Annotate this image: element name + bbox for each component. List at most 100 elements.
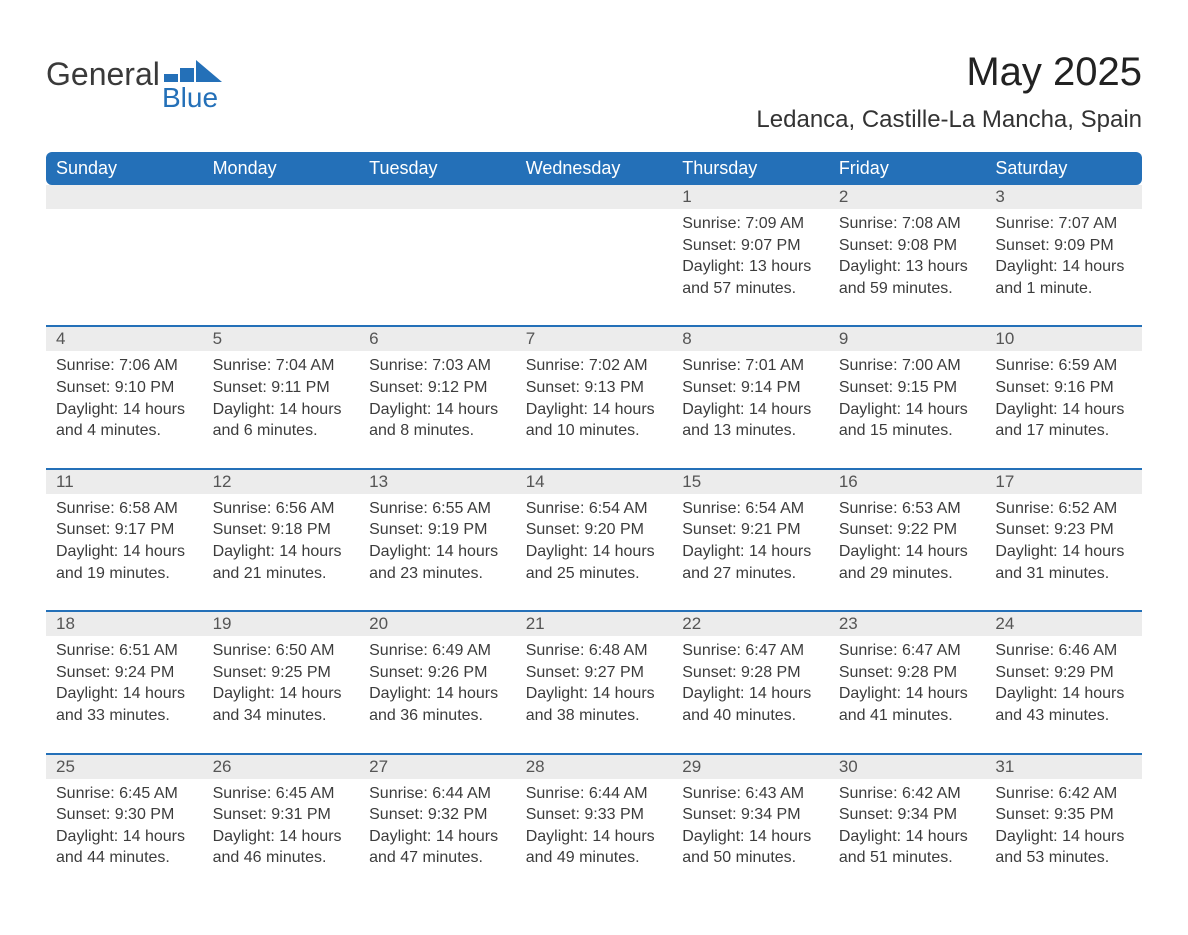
sunset-text: Sunset: 9:20 PM — [526, 519, 663, 541]
daylight-text: Daylight: 14 hours and 19 minutes. — [56, 541, 193, 584]
daylight-text: Daylight: 14 hours and 25 minutes. — [526, 541, 663, 584]
day-number: 28 — [516, 755, 673, 779]
daylight-text: Daylight: 14 hours and 33 minutes. — [56, 683, 193, 726]
day-detail-row: Sunrise: 6:51 AMSunset: 9:24 PMDaylight:… — [46, 636, 1142, 753]
sunset-text: Sunset: 9:28 PM — [682, 662, 819, 684]
day-detail-cell: Sunrise: 6:47 AMSunset: 9:28 PMDaylight:… — [829, 636, 986, 753]
empty-day — [359, 209, 516, 326]
day-number: 29 — [672, 755, 829, 779]
daylight-text: Daylight: 14 hours and 53 minutes. — [995, 826, 1132, 869]
day-number: 12 — [203, 470, 360, 494]
daylight-text: Daylight: 14 hours and 6 minutes. — [213, 399, 350, 442]
day-number: 3 — [985, 185, 1142, 209]
daylight-text: Daylight: 14 hours and 49 minutes. — [526, 826, 663, 869]
sunrise-text: Sunrise: 6:43 AM — [682, 783, 819, 805]
sunset-text: Sunset: 9:13 PM — [526, 377, 663, 399]
day-number: 15 — [672, 470, 829, 494]
sunset-text: Sunset: 9:35 PM — [995, 804, 1132, 826]
day-number: 2 — [829, 185, 986, 209]
header-row: General Blue May 2025 Ledanca, Castille-… — [46, 50, 1142, 148]
day-detail-cell: Sunrise: 7:09 AMSunset: 9:07 PMDaylight:… — [672, 209, 829, 326]
day-number: 30 — [829, 755, 986, 779]
sunset-text: Sunset: 9:15 PM — [839, 377, 976, 399]
sunset-text: Sunset: 9:22 PM — [839, 519, 976, 541]
day-detail-cell: Sunrise: 6:45 AMSunset: 9:30 PMDaylight:… — [46, 779, 203, 895]
daylight-text: Daylight: 14 hours and 31 minutes. — [995, 541, 1132, 584]
sunrise-text: Sunrise: 6:55 AM — [369, 498, 506, 520]
daylight-text: Daylight: 14 hours and 36 minutes. — [369, 683, 506, 726]
empty-day — [516, 185, 673, 209]
day-detail-cell: Sunrise: 6:54 AMSunset: 9:21 PMDaylight:… — [672, 494, 829, 611]
day-number: 26 — [203, 755, 360, 779]
sunrise-text: Sunrise: 6:47 AM — [682, 640, 819, 662]
day-detail-cell: Sunrise: 6:47 AMSunset: 9:28 PMDaylight:… — [672, 636, 829, 753]
logo: General Blue — [46, 50, 266, 90]
sunset-text: Sunset: 9:24 PM — [56, 662, 193, 684]
day-detail-cell: Sunrise: 7:01 AMSunset: 9:14 PMDaylight:… — [672, 351, 829, 468]
sunset-text: Sunset: 9:16 PM — [995, 377, 1132, 399]
calendar-page: General Blue May 2025 Ledanca, Castille-… — [0, 0, 1188, 935]
weekday-header: Monday — [203, 152, 360, 185]
day-detail-cell: Sunrise: 6:42 AMSunset: 9:34 PMDaylight:… — [829, 779, 986, 895]
weekday-header: Sunday — [46, 152, 203, 185]
day-detail-cell: Sunrise: 6:54 AMSunset: 9:20 PMDaylight:… — [516, 494, 673, 611]
daylight-text: Daylight: 14 hours and 50 minutes. — [682, 826, 819, 869]
daylight-text: Daylight: 14 hours and 8 minutes. — [369, 399, 506, 442]
sunrise-text: Sunrise: 6:59 AM — [995, 355, 1132, 377]
calendar-table: Sunday Monday Tuesday Wednesday Thursday… — [46, 152, 1142, 895]
day-number: 31 — [985, 755, 1142, 779]
sunset-text: Sunset: 9:17 PM — [56, 519, 193, 541]
day-detail-cell: Sunrise: 6:59 AMSunset: 9:16 PMDaylight:… — [985, 351, 1142, 468]
sunrise-text: Sunrise: 7:07 AM — [995, 213, 1132, 235]
sunset-text: Sunset: 9:27 PM — [526, 662, 663, 684]
daylight-text: Daylight: 14 hours and 43 minutes. — [995, 683, 1132, 726]
day-detail-cell: Sunrise: 7:02 AMSunset: 9:13 PMDaylight:… — [516, 351, 673, 468]
empty-day — [359, 185, 516, 209]
sunset-text: Sunset: 9:21 PM — [682, 519, 819, 541]
sunrise-text: Sunrise: 6:53 AM — [839, 498, 976, 520]
sunrise-text: Sunrise: 6:50 AM — [213, 640, 350, 662]
day-number: 21 — [516, 612, 673, 636]
sunset-text: Sunset: 9:28 PM — [839, 662, 976, 684]
day-detail-cell: Sunrise: 6:58 AMSunset: 9:17 PMDaylight:… — [46, 494, 203, 611]
day-number: 25 — [46, 755, 203, 779]
day-number: 7 — [516, 327, 673, 351]
daylight-text: Daylight: 14 hours and 27 minutes. — [682, 541, 819, 584]
day-number: 9 — [829, 327, 986, 351]
day-number: 13 — [359, 470, 516, 494]
sunrise-text: Sunrise: 7:08 AM — [839, 213, 976, 235]
day-detail-cell: Sunrise: 6:51 AMSunset: 9:24 PMDaylight:… — [46, 636, 203, 753]
sunrise-text: Sunrise: 6:44 AM — [526, 783, 663, 805]
sunset-text: Sunset: 9:23 PM — [995, 519, 1132, 541]
daylight-text: Daylight: 14 hours and 46 minutes. — [213, 826, 350, 869]
logo-word-general: General — [46, 58, 160, 90]
day-number: 16 — [829, 470, 986, 494]
day-detail-cell: Sunrise: 6:45 AMSunset: 9:31 PMDaylight:… — [203, 779, 360, 895]
sunset-text: Sunset: 9:12 PM — [369, 377, 506, 399]
empty-day — [203, 209, 360, 326]
sunset-text: Sunset: 9:26 PM — [369, 662, 506, 684]
day-number: 27 — [359, 755, 516, 779]
daylight-text: Daylight: 14 hours and 44 minutes. — [56, 826, 193, 869]
day-number-row: 123 — [46, 185, 1142, 209]
daylight-text: Daylight: 13 hours and 59 minutes. — [839, 256, 976, 299]
sunset-text: Sunset: 9:09 PM — [995, 235, 1132, 257]
weekday-header-row: Sunday Monday Tuesday Wednesday Thursday… — [46, 152, 1142, 185]
day-detail-cell: Sunrise: 7:03 AMSunset: 9:12 PMDaylight:… — [359, 351, 516, 468]
weekday-header: Friday — [829, 152, 986, 185]
day-detail-cell: Sunrise: 6:42 AMSunset: 9:35 PMDaylight:… — [985, 779, 1142, 895]
day-detail-cell: Sunrise: 7:00 AMSunset: 9:15 PMDaylight:… — [829, 351, 986, 468]
sunrise-text: Sunrise: 6:45 AM — [213, 783, 350, 805]
day-detail-cell: Sunrise: 6:44 AMSunset: 9:33 PMDaylight:… — [516, 779, 673, 895]
sunset-text: Sunset: 9:31 PM — [213, 804, 350, 826]
day-detail-cell: Sunrise: 6:49 AMSunset: 9:26 PMDaylight:… — [359, 636, 516, 753]
day-number-row: 45678910 — [46, 327, 1142, 351]
day-number: 19 — [203, 612, 360, 636]
sunset-text: Sunset: 9:07 PM — [682, 235, 819, 257]
day-number: 17 — [985, 470, 1142, 494]
day-detail-row: Sunrise: 7:09 AMSunset: 9:07 PMDaylight:… — [46, 209, 1142, 326]
daylight-text: Daylight: 14 hours and 40 minutes. — [682, 683, 819, 726]
day-number-row: 18192021222324 — [46, 612, 1142, 636]
day-detail-row: Sunrise: 6:58 AMSunset: 9:17 PMDaylight:… — [46, 494, 1142, 611]
daylight-text: Daylight: 14 hours and 47 minutes. — [369, 826, 506, 869]
